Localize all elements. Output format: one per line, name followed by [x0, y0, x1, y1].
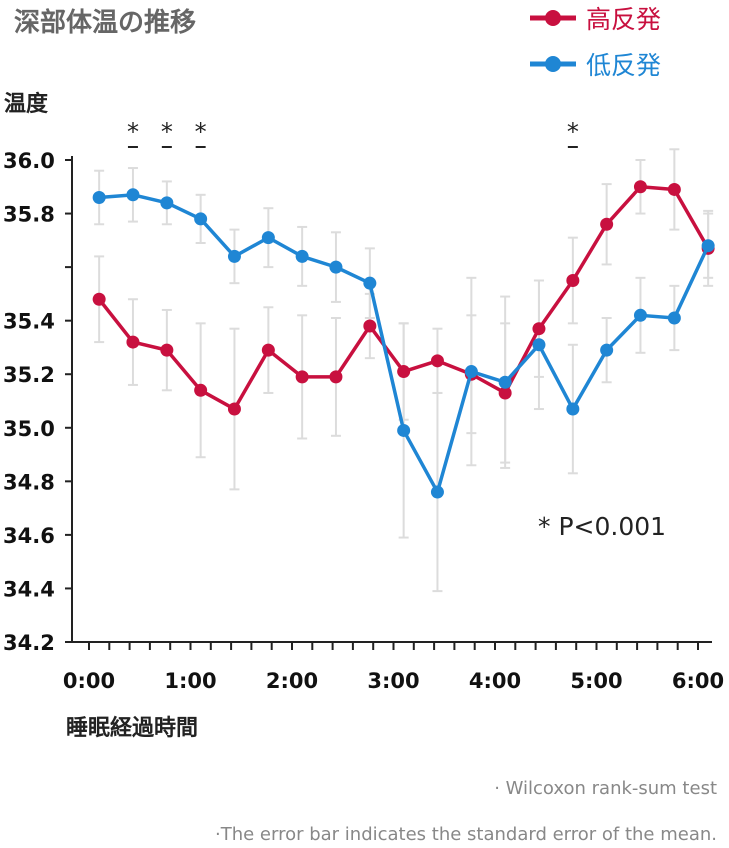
footnote-error-bar: ·The error bar indicates the standard er… [214, 824, 717, 845]
data-point-low [261, 231, 275, 245]
y-tick-label: 34.2 [3, 631, 55, 655]
data-point-high [160, 343, 174, 357]
data-point-low [227, 249, 241, 263]
significance-marker: * [161, 118, 173, 146]
data-point-low [397, 423, 411, 437]
significance-marker: * [567, 118, 579, 146]
y-tick-label: 35.8 [3, 203, 55, 227]
significance-marker: * [195, 118, 207, 146]
data-point-low [363, 276, 377, 290]
x-axis-label: 睡眠経過時間 [66, 716, 199, 741]
data-point-low [532, 338, 546, 352]
y-tick-label: 35.2 [3, 363, 55, 387]
data-point-low [126, 188, 140, 202]
data-point-high [261, 343, 275, 357]
data-point-high [532, 322, 546, 336]
data-point-high [566, 274, 580, 287]
y-tick-label: 34.6 [3, 524, 55, 548]
y-tick-label: 34.8 [3, 470, 55, 494]
x-tick-label: 2:00 [266, 669, 318, 693]
data-point-high [329, 370, 343, 384]
y-tick-label: 35.4 [3, 310, 55, 334]
legend-item-high: 高反発 [528, 0, 661, 36]
legend-item-low: 低反発 [528, 46, 661, 82]
data-point-low [194, 212, 208, 226]
y-tick-label: 35.0 [3, 417, 55, 441]
x-tick-label: 6:00 [672, 669, 724, 693]
x-tick-label: 0:00 [63, 669, 115, 693]
legend-label-low: 低反発 [586, 51, 662, 80]
y-axis-label: 温度 [4, 92, 49, 117]
data-point-low [566, 402, 580, 416]
legend-label-high: 高反発 [586, 5, 662, 34]
data-point-high [227, 402, 241, 416]
x-tick-label: 4:00 [469, 669, 521, 693]
y-tick-label: 34.4 [3, 577, 55, 601]
significance-marker: * [127, 118, 139, 146]
footnote-test: · Wilcoxon rank-sum test [494, 778, 717, 799]
data-point-low [498, 375, 512, 389]
data-point-low [701, 239, 715, 253]
x-tick-label: 1:00 [164, 669, 216, 693]
x-tick-label: 3:00 [367, 669, 419, 693]
legend-marker-high-icon [530, 10, 576, 26]
chart-title: 深部体温の推移 [14, 8, 197, 38]
data-point-high [363, 319, 377, 333]
data-point-high [633, 180, 647, 194]
data-point-high [600, 217, 614, 231]
data-point-high [194, 383, 208, 397]
data-point-low [600, 343, 614, 357]
data-point-high [667, 182, 681, 196]
x-tick-label: 5:00 [570, 669, 622, 693]
data-point-high [92, 292, 106, 306]
data-point-low [633, 308, 647, 322]
legend-marker-low-icon [530, 56, 576, 72]
data-point-low [92, 190, 106, 204]
data-point-low [329, 260, 343, 274]
data-point-low [430, 485, 444, 499]
data-point-low [295, 249, 309, 263]
data-point-low [160, 196, 174, 210]
significance-note: * P<0.001 [538, 512, 667, 541]
y-tick-label: 36.0 [3, 149, 55, 173]
data-point-high [126, 335, 140, 349]
data-point-low [464, 365, 478, 379]
data-point-high [498, 386, 512, 400]
data-point-high [430, 354, 444, 368]
data-point-high [295, 370, 309, 384]
data-point-high [397, 365, 411, 379]
data-point-low [667, 311, 681, 325]
